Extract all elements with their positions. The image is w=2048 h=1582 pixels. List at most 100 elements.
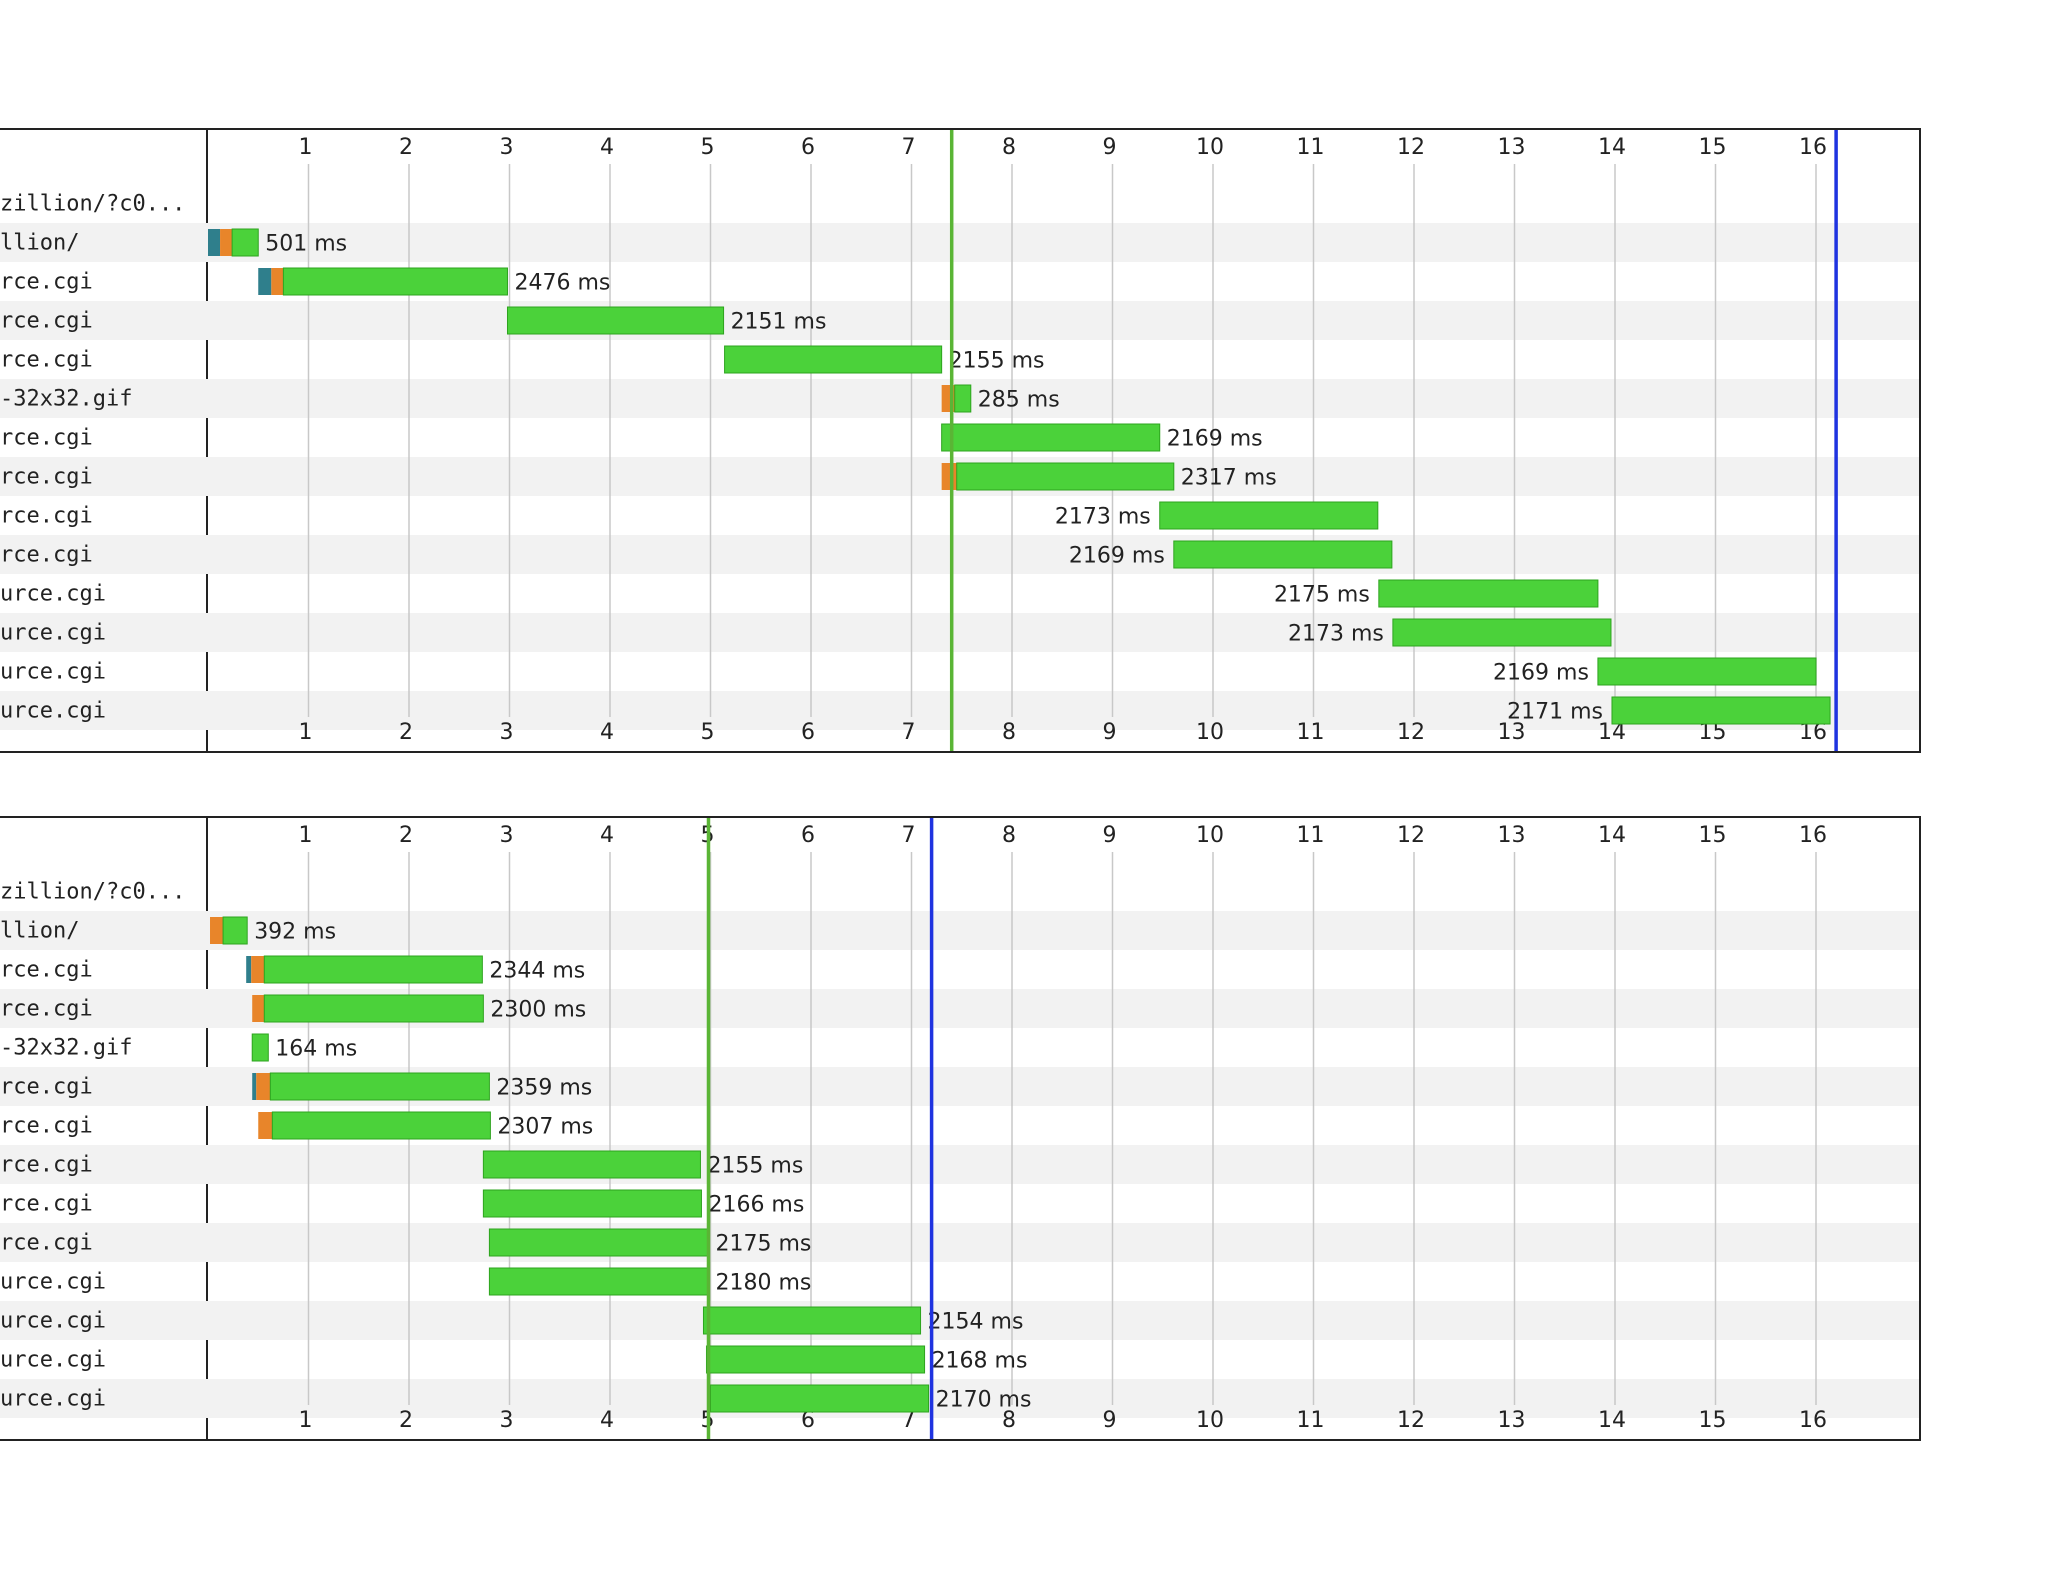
duration-label: 2300 ms — [490, 998, 586, 1023]
row-background — [0, 613, 1919, 652]
duration-label: 2175 ms — [1274, 583, 1370, 608]
request-label: urce.cgi — [0, 660, 106, 685]
request-label: rce.cgi — [0, 958, 93, 983]
row-background — [0, 1145, 1919, 1184]
x-tick-label-bottom: 6 — [801, 720, 815, 745]
duration-label: 2155 ms — [707, 1154, 803, 1179]
x-tick-label-bottom: 5 — [701, 720, 715, 745]
request-label: rce.cgi — [0, 543, 93, 568]
waterfall-svg-bottom: 1122334455667788991010111112121313141415… — [0, 818, 1919, 1439]
x-tick-label-bottom: 7 — [902, 1408, 916, 1433]
x-tick-label-bottom: 15 — [1699, 1408, 1727, 1433]
bar-segment-download — [271, 1111, 491, 1140]
x-tick-label-top: 9 — [1103, 135, 1117, 160]
request-label: rce.cgi — [0, 1153, 93, 1178]
x-tick-label-top: 5 — [701, 135, 715, 160]
x-tick-label-bottom: 10 — [1196, 720, 1224, 745]
row-background — [0, 691, 1919, 730]
duration-label: 2170 ms — [936, 1388, 1032, 1413]
row-background — [0, 1301, 1919, 1340]
duration-label: 285 ms — [978, 388, 1060, 413]
bar-segment-connect — [941, 463, 957, 490]
duration-label: 2180 ms — [715, 1271, 811, 1296]
x-tick-label-top: 3 — [500, 135, 514, 160]
waterfall-svg-top: 1122334455667788991010111112121313141415… — [0, 130, 1919, 751]
bar-segment-download — [282, 267, 508, 296]
duration-label: 2168 ms — [932, 1349, 1028, 1374]
bar-segment-download — [724, 345, 943, 374]
request-label: -32x32.gif — [0, 387, 132, 412]
duration-label: 2151 ms — [731, 310, 827, 335]
request-label: urce.cgi — [0, 699, 106, 724]
duration-label: 2166 ms — [708, 1193, 804, 1218]
bar-segment-connect — [256, 1073, 271, 1100]
row-background — [0, 1379, 1919, 1418]
bar-segment-download — [222, 916, 248, 945]
duration-label: 164 ms — [275, 1037, 357, 1062]
bar-segment-download — [251, 1033, 269, 1062]
x-tick-label-top: 8 — [1002, 135, 1016, 160]
bar-segment-download — [231, 228, 259, 257]
duration-label: 501 ms — [265, 232, 347, 257]
request-label: rce.cgi — [0, 1192, 93, 1217]
x-tick-label-bottom: 3 — [500, 720, 514, 745]
bar-segment-download — [488, 1267, 709, 1296]
x-tick-label-top: 11 — [1297, 823, 1325, 848]
x-tick-label-top: 12 — [1397, 135, 1425, 160]
bar-segment-download — [941, 423, 1161, 452]
x-tick-label-bottom: 11 — [1297, 720, 1325, 745]
x-tick-label-top: 13 — [1498, 823, 1526, 848]
x-tick-label-top: 4 — [600, 135, 614, 160]
x-tick-label-top: 2 — [399, 823, 413, 848]
request-label: urce.cgi — [0, 1387, 106, 1412]
request-label: rce.cgi — [0, 465, 93, 490]
bar-segment-dns — [208, 229, 221, 256]
x-tick-label-top: 9 — [1103, 823, 1117, 848]
request-label: urce.cgi — [0, 1270, 106, 1295]
bar-segment-download — [702, 1306, 922, 1335]
duration-label: 2175 ms — [715, 1232, 811, 1257]
request-label: zillion/?c0... — [0, 192, 185, 217]
request-label: urce.cgi — [0, 621, 106, 646]
x-tick-label-bottom: 12 — [1397, 1408, 1425, 1433]
x-tick-label-bottom: 3 — [500, 1408, 514, 1433]
bar-segment-download — [488, 1228, 709, 1257]
x-tick-label-bottom: 6 — [801, 1408, 815, 1433]
x-tick-label-top: 7 — [902, 823, 916, 848]
duration-label: 2344 ms — [489, 959, 585, 984]
request-label: rce.cgi — [0, 1114, 93, 1139]
x-tick-label-top: 15 — [1699, 135, 1727, 160]
duration-label: 2169 ms — [1069, 544, 1165, 569]
duration-label: 2317 ms — [1181, 466, 1277, 491]
bar-segment-download — [1611, 696, 1831, 725]
x-tick-label-bottom: 13 — [1498, 720, 1526, 745]
duration-label: 2359 ms — [496, 1076, 592, 1101]
row-background — [0, 1223, 1919, 1262]
request-label: -32x32.gif — [0, 1036, 132, 1061]
bar-segment-download — [263, 994, 484, 1023]
request-label: rce.cgi — [0, 504, 93, 529]
x-tick-label-top: 7 — [902, 135, 916, 160]
row-background — [0, 223, 1919, 262]
bar-segment-download — [482, 1150, 701, 1179]
request-label: rce.cgi — [0, 348, 93, 373]
x-tick-label-bottom: 8 — [1002, 1408, 1016, 1433]
duration-label: 2154 ms — [928, 1310, 1024, 1335]
x-tick-label-bottom: 14 — [1598, 1408, 1626, 1433]
x-tick-label-bottom: 4 — [600, 720, 614, 745]
bar-segment-dns — [252, 1073, 257, 1100]
bar-segment-download — [710, 1384, 930, 1413]
x-tick-label-top: 6 — [801, 823, 815, 848]
x-tick-label-top: 10 — [1196, 823, 1224, 848]
bar-segment-download — [1378, 579, 1599, 608]
x-tick-label-bottom: 13 — [1498, 1408, 1526, 1433]
request-label: rce.cgi — [0, 309, 93, 334]
bar-segment-download — [269, 1072, 490, 1101]
x-tick-label-top: 15 — [1699, 823, 1727, 848]
waterfall-chart-bottom: 1122334455667788991010111112121313141415… — [0, 816, 1921, 1441]
x-tick-label-top: 14 — [1598, 823, 1626, 848]
x-tick-label-top: 1 — [299, 823, 313, 848]
waterfall-chart-top: 1 1 2 2 3 3 4 4 5 5 6 6 7 7 8 8 9 9 10 10 11 11 12 12 13 13 14 14 15… — [0, 128, 1921, 753]
bar-segment-download — [1597, 657, 1817, 686]
request-label: rce.cgi — [0, 997, 93, 1022]
